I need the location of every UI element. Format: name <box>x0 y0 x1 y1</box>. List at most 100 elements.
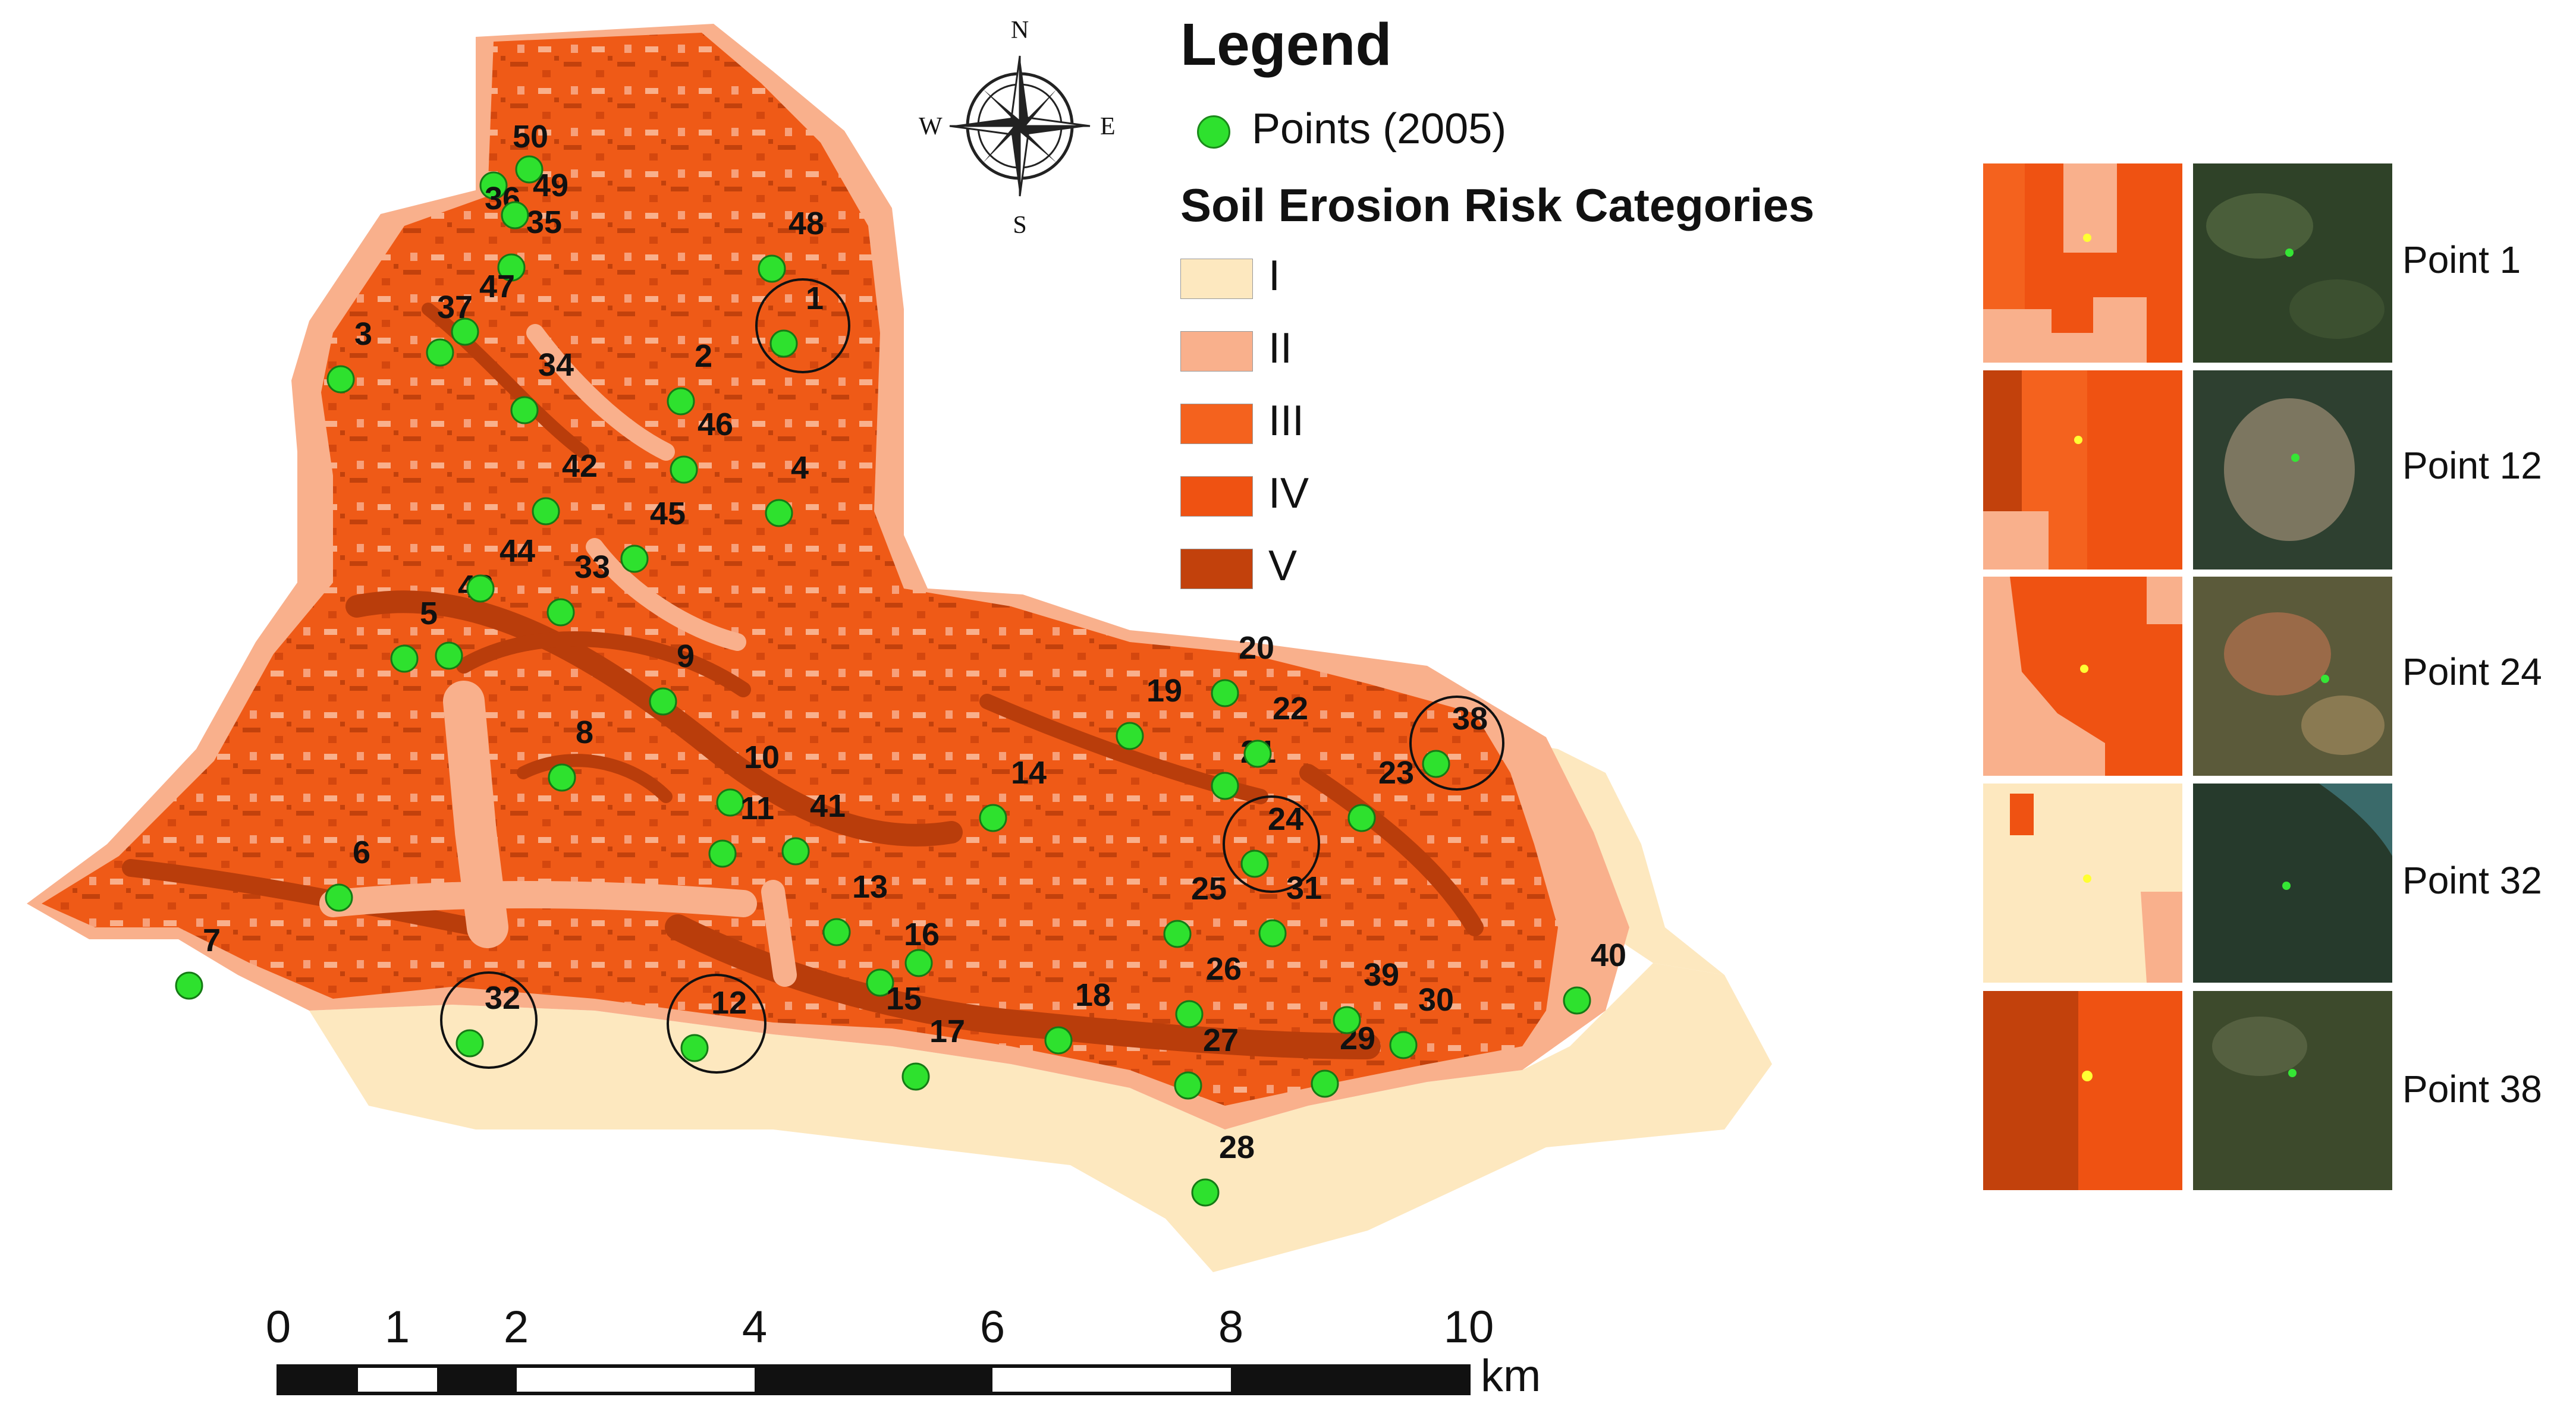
sample-point-28-label: 28 <box>1219 1129 1255 1165</box>
compass-south: S <box>1013 212 1026 239</box>
inset-risk-point-32 <box>1983 784 2182 983</box>
sample-point-35-marker <box>497 253 526 282</box>
sample-point-19-label: 19 <box>1146 673 1182 709</box>
sample-point-32-label: 32 <box>485 980 520 1016</box>
sample-point-41-label: 41 <box>810 788 846 824</box>
highlight-circle-point-1 <box>755 278 850 373</box>
sample-point-26-label: 26 <box>1206 951 1242 987</box>
sample-point-23-label: 23 <box>1378 755 1414 791</box>
sample-point-10-marker <box>716 788 744 817</box>
sample-point-42-marker <box>532 497 560 526</box>
sample-point-11-label: 11 <box>740 791 774 826</box>
green-dot-icon <box>1197 115 1230 149</box>
inset-label-point-24: Point 24 <box>2402 650 2542 693</box>
sample-point-50-label: 50 <box>513 119 548 155</box>
compass-east: E <box>1100 113 1116 140</box>
inset-satellite-point-24 <box>2193 577 2392 776</box>
sample-point-43-marker <box>435 641 463 670</box>
sample-point-48-marker <box>758 254 786 283</box>
sample-point-41-marker <box>781 837 810 866</box>
sample-point-21-marker <box>1211 772 1239 800</box>
sample-point-18-marker <box>1044 1026 1073 1055</box>
inset-risk-point-1 <box>1983 163 2182 363</box>
scale-tick-0: 0 <box>266 1302 291 1352</box>
inset-risk-point-24 <box>1983 577 2182 776</box>
sample-point-9-marker <box>649 687 677 716</box>
sample-point-7-marker <box>175 971 203 1000</box>
sample-point-6-label: 6 <box>353 835 370 870</box>
sample-point-7-label: 7 <box>203 923 221 958</box>
swatch-icon <box>1180 476 1253 517</box>
sample-point-46-marker <box>670 455 698 484</box>
swatch-icon <box>1180 258 1253 299</box>
sample-point-16-marker <box>904 949 933 977</box>
sample-point-12-marker <box>680 1034 709 1062</box>
sample-point-37-marker <box>426 338 454 367</box>
sample-point-32-marker <box>455 1029 484 1058</box>
legend-category-iii: III <box>1180 397 1304 445</box>
sample-point-5-marker <box>390 644 419 673</box>
sample-point-44-marker <box>466 574 495 603</box>
legend-category-i: I <box>1180 251 1280 300</box>
sample-point-40-label: 40 <box>1591 937 1626 973</box>
sample-point-31-marker <box>1258 919 1287 948</box>
sample-point-39-label: 39 <box>1364 957 1399 993</box>
sample-point-9-label: 9 <box>677 638 695 674</box>
scale-tick-6: 6 <box>980 1302 1005 1352</box>
sample-point-30-label: 30 <box>1418 982 1454 1018</box>
sample-point-38-label: 38 <box>1452 701 1488 737</box>
sample-point-16-label: 16 <box>904 917 940 952</box>
sample-point-25-label: 25 <box>1191 871 1227 907</box>
sample-point-20-label: 20 <box>1239 630 1274 666</box>
sample-point-36-marker <box>479 171 508 200</box>
legend-category-label: III <box>1268 397 1305 445</box>
inset-satellite-point-38 <box>2193 991 2392 1190</box>
legend-points-entry: Points (2005) <box>1197 105 1506 153</box>
sample-point-17-marker <box>901 1062 930 1091</box>
scale-tick-4: 4 <box>742 1302 767 1352</box>
legend-category-iv: IV <box>1180 469 1309 518</box>
compass-west: W <box>919 113 943 140</box>
sample-point-2-label: 2 <box>695 338 712 374</box>
sample-point-19-marker <box>1116 722 1144 750</box>
scale-tick-1: 1 <box>385 1302 410 1352</box>
scale-tick-10: 10 <box>1444 1302 1494 1352</box>
sample-point-34-marker <box>510 396 539 424</box>
sample-point-6-marker <box>325 883 353 912</box>
sample-point-10-label: 10 <box>744 740 780 775</box>
sample-point-24-label: 24 <box>1268 801 1303 837</box>
sample-point-29-marker <box>1311 1069 1339 1098</box>
sample-point-34-label: 34 <box>538 347 574 383</box>
legend: Legend Points (2005) Soil Erosion Risk C… <box>1180 11 1953 605</box>
sample-point-28-marker <box>1191 1178 1220 1207</box>
sample-point-22-label: 22 <box>1273 691 1308 726</box>
sample-point-3-marker <box>326 365 355 394</box>
sample-point-13-marker <box>822 918 851 946</box>
highlight-circles <box>440 278 1504 1074</box>
sample-point-46-label: 46 <box>698 407 733 442</box>
sample-point-11-marker <box>708 839 737 868</box>
legend-category-label: I <box>1268 252 1281 300</box>
sample-point-27-marker <box>1174 1071 1202 1100</box>
inset-label-point-32: Point 32 <box>2402 859 2542 902</box>
sample-point-30-marker <box>1389 1031 1418 1059</box>
sample-point-45-label: 45 <box>650 496 686 531</box>
compass-north: N <box>1011 17 1029 44</box>
sample-point-44-label: 44 <box>500 533 535 569</box>
risk-class-i-area <box>309 963 1772 1272</box>
sample-point-23-marker <box>1347 804 1376 832</box>
sample-point-1-label: 1 <box>806 281 824 316</box>
sample-point-24-marker <box>1240 849 1269 878</box>
sample-point-17-label: 17 <box>929 1014 965 1049</box>
legend-category-label: IV <box>1268 470 1309 517</box>
inset-risk-point-38 <box>1983 991 2182 1190</box>
highlight-circle-point-24 <box>1223 795 1320 893</box>
inset-satellite-point-32 <box>2193 784 2392 983</box>
sample-point-3-label: 3 <box>354 316 372 352</box>
highlight-circle-point-38 <box>1409 696 1504 791</box>
sample-point-27-label: 27 <box>1203 1022 1239 1058</box>
inset-label-point-12: Point 12 <box>2402 444 2542 487</box>
sample-point-39-marker <box>1333 1006 1361 1034</box>
scale-tick-2: 2 <box>504 1302 529 1352</box>
